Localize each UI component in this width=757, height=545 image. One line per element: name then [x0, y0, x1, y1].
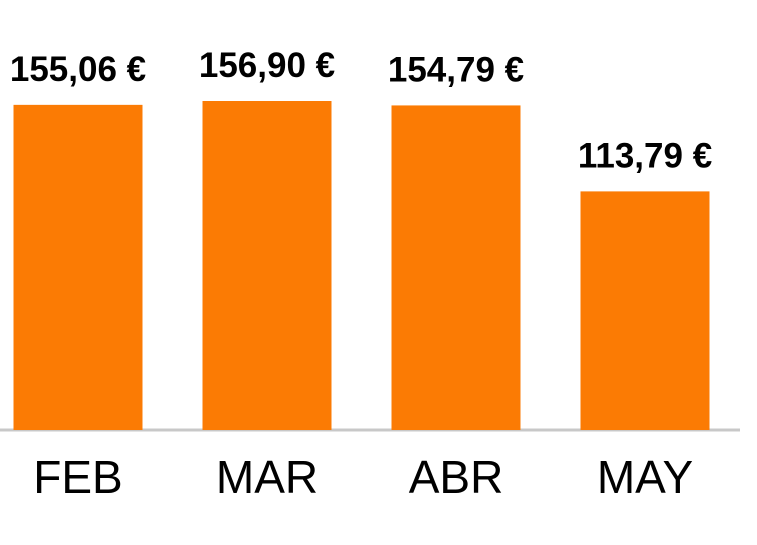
value-label-mar: 156,90 €	[199, 46, 335, 85]
category-label-abr: ABR	[409, 451, 504, 503]
bar-mar	[202, 101, 332, 430]
value-labels-group: 155,06 € 156,90 € 154,79 € 113,79 €	[10, 46, 712, 175]
category-label-feb: FEB	[33, 451, 122, 503]
bar-abr	[391, 105, 521, 430]
category-labels-group: FEB MAR ABR MAY	[33, 451, 693, 503]
category-label-may: MAY	[597, 451, 693, 503]
bar-may	[580, 191, 710, 430]
value-label-feb: 155,06 €	[10, 50, 146, 89]
bar-feb	[13, 104, 143, 431]
bars-group	[13, 101, 710, 431]
value-label-may: 113,79 €	[578, 136, 712, 175]
category-label-mar: MAR	[216, 451, 318, 503]
value-label-abr: 154,79 €	[388, 50, 524, 89]
